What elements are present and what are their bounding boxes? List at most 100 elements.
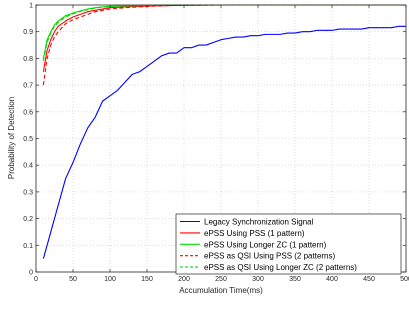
series-4-point [139,6,140,7]
series-1-point [302,31,303,32]
series-4-point [43,85,44,86]
series-4-point [110,9,111,10]
series-1-point [198,45,199,46]
y-tick-label: 0.3 [23,189,33,196]
y-tick-label: 0.8 [23,56,33,63]
series-1-point [161,55,162,56]
y-tick-label: 0.1 [23,243,33,250]
y-tick-label: 0.7 [23,83,33,90]
series-2-point [73,17,74,18]
series-1-point [317,30,318,31]
series-4-point [102,10,103,11]
series-4-point [80,17,81,18]
x-tick-label: 150 [141,276,153,283]
series-1-point [398,26,399,27]
series-2-point [65,21,66,22]
series-1-point [124,82,125,83]
series-1-point [139,71,140,72]
series-1-point [391,27,392,28]
axis-ticks: 0 50 100 150 200 250 300 350 400 450 500 0 0.1 0.2 0.3… [23,3,409,284]
series-4-point [58,31,59,32]
series-1-point [184,47,185,48]
series-1-point [176,53,177,54]
series-1-point [147,66,148,67]
x-tick-label: 250 [215,276,227,283]
series-4-point [87,14,88,15]
series-1-point [339,29,340,30]
y-tick-label: 0.4 [23,163,33,170]
legend-label-1: Legacy Synchronization Signal [204,218,314,227]
y-tick-label: 1 [29,3,33,10]
x-tick-label: 200 [178,276,190,283]
series-5-point [58,22,59,23]
series-line-1 [42,25,406,259]
series-1-point [272,34,273,35]
legend-box [175,213,402,275]
series-1-point [346,29,347,30]
series-1-point [376,27,377,28]
series-1-point [287,33,288,34]
legend-label-3: ePSS Using Longer ZC (1 pattern) [204,240,327,249]
series-1-point [265,34,266,35]
y-tick-label: 0.6 [23,109,33,116]
series-2-point [43,71,44,72]
x-axis-label: Accumulation Time(ms) [179,286,263,295]
series-5-point [80,11,81,12]
x-tick-label: 450 [363,276,375,283]
series-1-point [221,39,222,40]
series-1-point [332,30,333,31]
x-tick-label: 100 [104,276,116,283]
series-1-point [295,33,296,34]
series-1-point [206,45,207,46]
y-tick-label: 0.5 [23,136,33,143]
series-2-point [58,26,59,27]
y-tick-label: 0.2 [23,216,33,223]
legend: Legacy Synchronization Signal ePSS Using … [175,213,402,275]
x-tick-label: 500 [400,276,409,283]
series-4-point [124,7,125,8]
y-tick-label: 0.9 [23,29,33,36]
series-2-point [80,14,81,15]
series-1-point [110,95,111,96]
series-1-point [213,42,214,43]
series-1-point [65,178,66,179]
series-1-point [258,35,259,36]
series-5-point [65,17,66,18]
legend-label-2: ePSS Using PSS (1 pattern) [204,229,305,238]
x-tick-label: 0 [34,276,38,283]
series-1-point [132,74,133,75]
series-2-point [54,31,55,32]
series-5-point [95,8,96,9]
x-tick-label: 350 [289,276,301,283]
series-2-point [95,10,96,11]
series-1-point [191,47,192,48]
series-4-point [47,58,48,59]
series-1-point [154,61,155,62]
legend-label-5: ePSS as QSI Using Longer ZC (2 patterns) [204,263,357,272]
series-4-point [73,19,74,20]
series-1-point [354,29,355,30]
series-5-point [43,61,44,62]
series-3-point [54,25,55,26]
series-3-point [58,21,59,22]
series-5-point [124,6,125,7]
series-1-point [73,162,74,163]
series-2-point [102,9,103,10]
series-1-point [228,38,229,39]
x-tick-label: 400 [326,276,338,283]
series-4-point [50,45,51,46]
series-1-point [43,258,44,259]
y-tick-label: 0 [29,270,33,277]
series-4-point [65,23,66,24]
series-5-point [47,42,48,43]
series-4-point [54,37,55,38]
series-1-point [369,27,370,28]
series-line-5 [42,4,406,62]
series-1-point [87,127,88,128]
series-1-point [250,35,251,36]
series-1-point [80,143,81,144]
x-tick-label: 300 [252,276,264,283]
series-4-point [95,11,96,12]
series-5-point [102,7,103,8]
